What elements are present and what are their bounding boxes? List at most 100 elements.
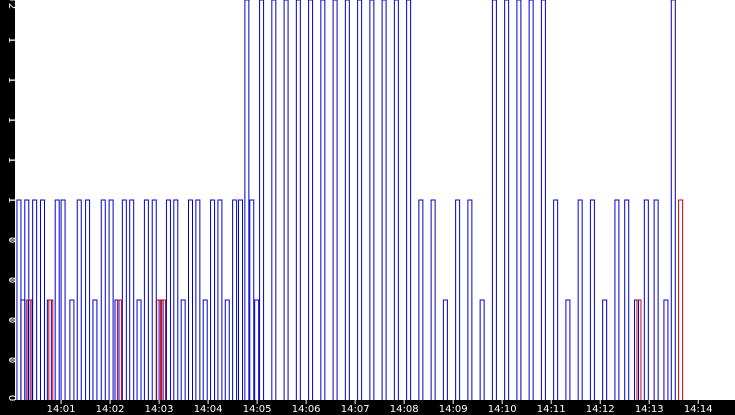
pulse-mark — [283, 0, 289, 400]
y-tick-label: 1 — [6, 117, 17, 123]
pulse-mark — [271, 0, 277, 400]
pulse-mark — [69, 299, 75, 400]
pulse-mark — [653, 199, 659, 400]
pulse-mark — [54, 199, 60, 400]
y-tick-label: 0 — [6, 237, 17, 243]
pulse-mark — [602, 299, 608, 400]
x-tick-label: 14:07 — [341, 404, 370, 415]
pulse-mark — [369, 0, 375, 400]
series-1 — [26, 199, 684, 400]
pulse-mark — [663, 299, 669, 400]
pulse-mark — [491, 0, 497, 400]
pulse-mark — [165, 199, 171, 400]
pulse-mark — [224, 299, 230, 400]
pulse-mark — [643, 199, 649, 400]
pulse-mark — [180, 299, 186, 400]
pulse-mark — [195, 199, 201, 400]
pulse-mark — [76, 199, 82, 400]
pulse-mark — [116, 299, 122, 400]
pulse-mark — [320, 0, 326, 400]
pulse-mark — [381, 0, 387, 400]
pulse-mark — [173, 199, 179, 400]
pulse-mark — [577, 199, 583, 400]
pulse-mark — [332, 0, 338, 400]
pulse-mark — [217, 199, 223, 400]
x-tick-label: 14:08 — [390, 404, 419, 415]
pulse-mark — [244, 0, 250, 400]
pulse-mark — [121, 199, 127, 400]
pulse-mark — [430, 199, 436, 400]
pulse-mark — [528, 0, 534, 400]
pulse-mark — [636, 299, 642, 400]
pulse-mark — [232, 199, 238, 400]
y-tick-label: 0 — [6, 395, 17, 401]
series-layer — [16, 0, 684, 400]
pulse-mark — [455, 199, 461, 400]
x-tick-label: 14:12 — [586, 404, 615, 415]
y-axis: 0 0 0 0 0 1 1 1 1 1 2 — [6, 0, 17, 401]
pulse-mark — [344, 0, 350, 400]
pulse-mark — [565, 299, 571, 400]
pulse-mark — [504, 0, 510, 400]
pulse-mark — [406, 0, 412, 400]
x-tick-label: 14:14 — [684, 404, 713, 415]
pulse-mark — [589, 199, 595, 400]
x-tick-label: 14:09 — [439, 404, 468, 415]
pulse-mark — [254, 299, 260, 400]
pulse-mark — [418, 199, 424, 400]
pulse-mark — [295, 0, 301, 400]
y-tick-label: 1 — [6, 37, 17, 43]
x-tick-label: 14:05 — [243, 404, 272, 415]
pulse-mark — [210, 199, 216, 400]
y-tick-label: 1 — [6, 197, 17, 203]
y-tick-label: 2 — [6, 3, 17, 9]
x-tick-label: 14:06 — [292, 404, 321, 415]
pulse-mark — [92, 299, 98, 400]
pulse-mark — [479, 299, 485, 400]
pulse-mark — [467, 199, 473, 400]
pulse-mark — [32, 199, 38, 400]
pulse-mark — [156, 299, 162, 400]
x-tick-label: 14:10 — [488, 404, 517, 415]
y-tick-label: 1 — [6, 157, 17, 163]
pulse-mark — [540, 0, 546, 400]
y-tick-label: 0 — [6, 277, 17, 283]
y-tick-label: 1 — [6, 77, 17, 83]
pulse-mark — [553, 199, 559, 400]
pulse-mark — [249, 199, 255, 400]
pulse-mark — [143, 199, 149, 400]
pulse-mark — [670, 0, 676, 400]
x-axis: 14:01 14:02 14:03 14:04 14:05 14:06 14:07 14:08… — [47, 400, 713, 415]
pulse-mark — [48, 299, 54, 400]
pulse-mark — [393, 0, 399, 400]
x-tick-label: 14:01 — [47, 404, 76, 415]
pulse-mark — [60, 199, 66, 400]
pulse-mark — [188, 199, 194, 400]
pulse-mark — [624, 199, 630, 400]
y-tick-label: 0 — [6, 317, 17, 323]
pulse-mark — [678, 199, 684, 400]
pulse-mark — [237, 199, 243, 400]
y-tick-label: 0 — [6, 357, 17, 363]
pulse-mark — [100, 199, 106, 400]
pulse-mark — [161, 299, 167, 400]
pulse-mark — [614, 199, 620, 400]
pulse-mark — [136, 299, 142, 400]
pulse-mark — [308, 0, 314, 400]
pulse-mark — [442, 299, 448, 400]
x-tick-label: 14:13 — [635, 404, 664, 415]
pulse-mark — [39, 199, 45, 400]
pulse-mark — [516, 0, 522, 400]
x-tick-label: 14:02 — [96, 404, 125, 415]
x-tick-label: 14:03 — [145, 404, 174, 415]
pulse-mark — [26, 299, 32, 400]
x-tick-label: 14:11 — [537, 404, 566, 415]
pulse-mark — [129, 199, 135, 400]
pulse-mark — [259, 0, 265, 400]
x-tick-label: 14:04 — [194, 404, 223, 415]
pulse-mark — [85, 199, 91, 400]
series-0 — [16, 0, 676, 400]
pulse-mark — [357, 0, 363, 400]
pulse-mark — [108, 199, 114, 400]
